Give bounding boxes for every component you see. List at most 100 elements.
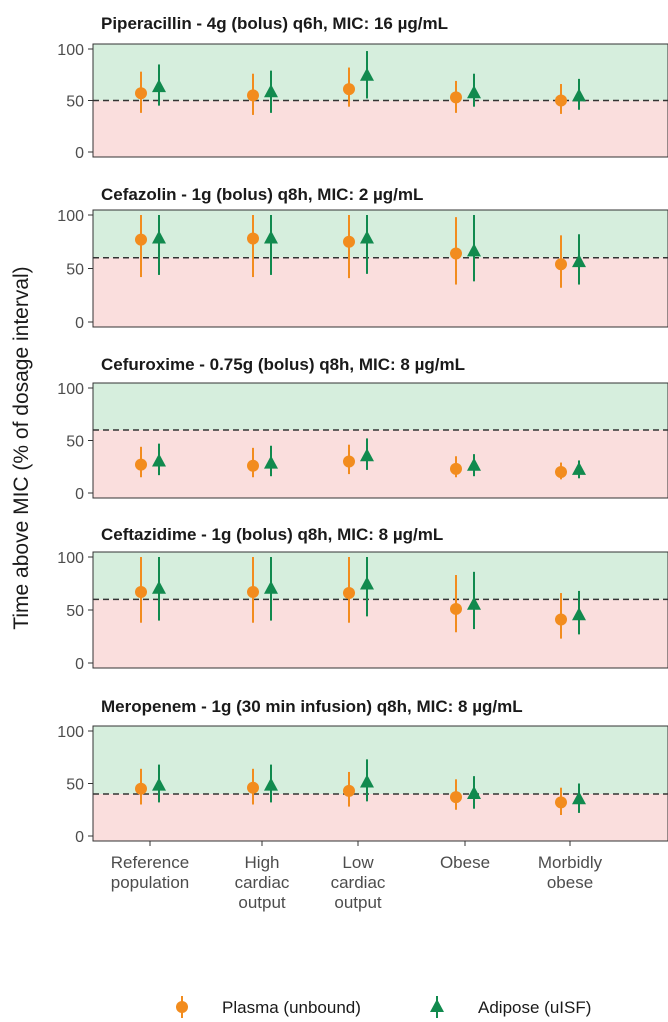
y-tick-label: 0	[75, 486, 84, 503]
adipose-point	[467, 786, 481, 799]
y-tick-label: 50	[66, 434, 84, 451]
y-tick-label: 0	[75, 145, 84, 162]
y-tick-label: 50	[66, 777, 84, 794]
plasma-point	[247, 89, 259, 102]
legend-item-adipose: Adipose (uISF)	[430, 996, 591, 1018]
adipose-point	[264, 777, 278, 791]
legend-plasma-label: Plasma (unbound)	[222, 998, 361, 1017]
y-tick-label: 100	[57, 724, 84, 741]
y-tick-label: 100	[57, 208, 84, 225]
plasma-point	[450, 91, 462, 104]
y-tick-label: 100	[57, 42, 84, 59]
plasma-point	[135, 233, 147, 246]
adipose-point	[360, 230, 374, 244]
adipose-point	[152, 79, 166, 93]
panel-1: Piperacillin - 4g (bolus) q6h, MIC: 16 µ…	[57, 14, 668, 162]
y-axis-title: Time above MIC (% of dosage interval)	[10, 266, 33, 629]
adipose-point	[467, 243, 481, 257]
adipose-point	[360, 774, 374, 788]
adipose-point	[467, 596, 481, 610]
panel-title: Piperacillin - 4g (bolus) q6h, MIC: 16 µ…	[101, 14, 448, 33]
plasma-point	[135, 87, 147, 100]
y-tick-label: 0	[75, 315, 84, 332]
adipose-point	[360, 67, 374, 81]
adipose-point	[467, 457, 481, 471]
y-tick-label: 50	[66, 94, 84, 111]
adipose-point	[264, 455, 278, 469]
above-mic-band	[93, 383, 668, 430]
adipose-point	[360, 448, 374, 462]
plasma-point	[343, 784, 355, 797]
panel-5: Meropenem - 1g (30 min infusion) q8h, MI…	[57, 697, 668, 846]
plasma-point	[343, 455, 355, 468]
below-mic-band	[93, 257, 668, 327]
adipose-point	[152, 230, 166, 244]
plasma-point	[450, 602, 462, 615]
above-mic-band	[93, 726, 668, 794]
x-tick-label: Low cardiac output	[331, 853, 386, 912]
panel-title: Ceftazidime - 1g (bolus) q8h, MIC: 8 µg/…	[101, 525, 443, 544]
chart-panels: Piperacillin - 4g (bolus) q6h, MIC: 16 µ…	[57, 14, 668, 846]
plasma-point	[555, 94, 567, 107]
plasma-point	[450, 462, 462, 475]
below-mic-band	[93, 794, 668, 841]
adipose-point	[264, 230, 278, 244]
plasma-point	[135, 585, 147, 598]
plasma-point	[343, 235, 355, 248]
plasma-point	[135, 458, 147, 471]
adipose-point	[467, 85, 481, 99]
panel-title: Meropenem - 1g (30 min infusion) q8h, MI…	[101, 697, 523, 716]
plasma-point	[135, 782, 147, 795]
x-tick-label: Morbidly obese	[538, 853, 603, 892]
plasma-point	[247, 459, 259, 472]
plasma-point	[555, 796, 567, 809]
below-mic-band	[93, 100, 668, 157]
plasma-point	[450, 247, 462, 260]
plasma-point	[555, 466, 567, 478]
y-tick-label: 100	[57, 550, 84, 567]
legend-plasma-marker	[176, 1001, 188, 1013]
y-tick-label: 0	[75, 829, 84, 846]
plasma-point	[450, 791, 462, 804]
adipose-point	[360, 576, 374, 590]
adipose-point	[572, 607, 586, 621]
plasma-point	[343, 587, 355, 600]
adipose-point	[572, 88, 586, 102]
plasma-point	[343, 83, 355, 96]
plasma-point	[247, 585, 259, 598]
legend: Plasma (unbound) Adipose (uISF)	[176, 996, 591, 1018]
legend-adipose-marker	[430, 999, 444, 1012]
adipose-point	[572, 791, 586, 805]
plasma-point	[247, 781, 259, 794]
legend-adipose-label: Adipose (uISF)	[478, 998, 591, 1017]
above-mic-band	[93, 552, 668, 600]
adipose-point	[152, 453, 166, 467]
x-tick-label: High cardiac output	[235, 853, 290, 912]
adipose-point	[152, 580, 166, 594]
x-axis-categories: Reference population High cardiac output Low c…	[111, 841, 603, 912]
y-tick-label: 50	[66, 262, 84, 279]
y-tick-label: 50	[66, 603, 84, 620]
x-tick-label: Reference population	[111, 853, 189, 892]
x-tick-label: Obese	[440, 853, 490, 872]
plasma-point	[555, 613, 567, 626]
below-mic-band	[93, 430, 668, 498]
plasma-point	[247, 232, 259, 245]
above-mic-band	[93, 210, 668, 258]
panel-2: Cefazolin - 1g (bolus) q8h, MIC: 2 µg/mL…	[57, 185, 668, 332]
adipose-point	[572, 254, 586, 268]
adipose-point	[264, 84, 278, 98]
y-tick-label: 100	[57, 381, 84, 398]
adipose-point	[152, 777, 166, 791]
adipose-point	[264, 580, 278, 594]
above-mic-band	[93, 44, 668, 101]
panel-title: Cefuroxime - 0.75g (bolus) q8h, MIC: 8 µ…	[101, 355, 465, 374]
adipose-point	[572, 461, 586, 475]
panel-3: Cefuroxime - 0.75g (bolus) q8h, MIC: 8 µ…	[57, 355, 668, 503]
legend-item-plasma: Plasma (unbound)	[176, 996, 361, 1018]
y-tick-label: 0	[75, 656, 84, 673]
panel-4: Ceftazidime - 1g (bolus) q8h, MIC: 8 µg/…	[57, 525, 668, 673]
panel-title: Cefazolin - 1g (bolus) q8h, MIC: 2 µg/mL	[101, 185, 423, 204]
plasma-point	[555, 258, 567, 271]
